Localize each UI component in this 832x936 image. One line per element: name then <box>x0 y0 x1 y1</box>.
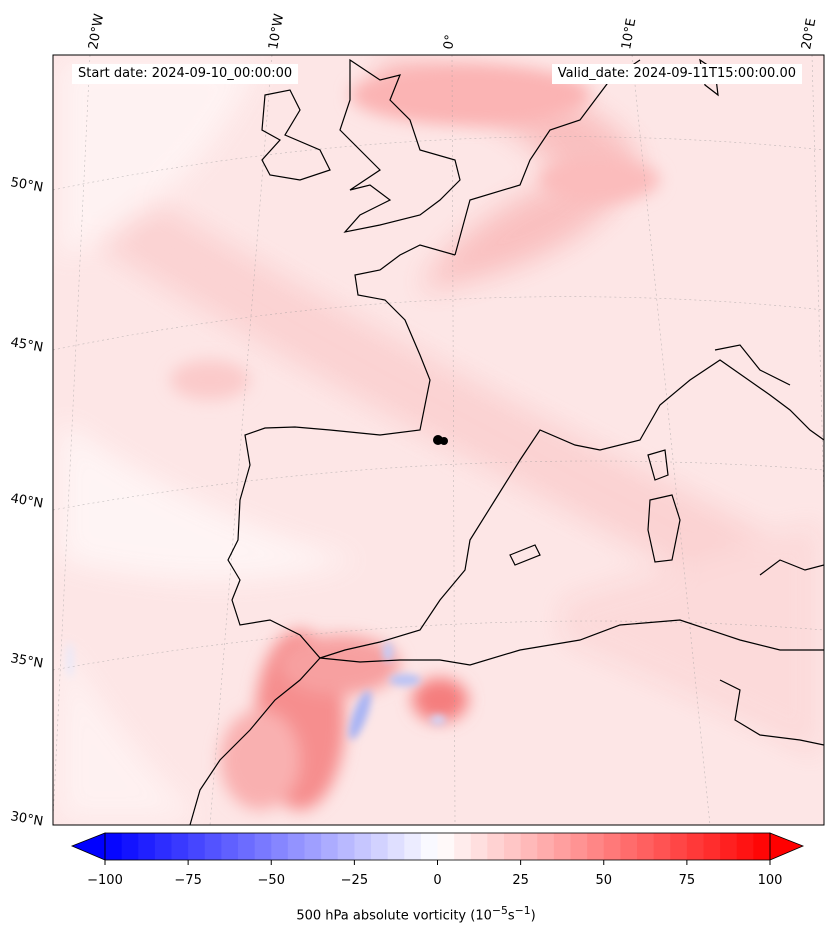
colorbar-cell <box>753 833 771 860</box>
colorbar-cell <box>105 833 123 860</box>
colorbar-cell <box>487 833 505 860</box>
colorbar-cell <box>354 833 372 860</box>
colorbar-tick-label: 50 <box>595 873 612 888</box>
colorbar-cell <box>437 833 455 860</box>
valid-date-label: Valid_date: 2024-09-11T15:00:00.00 <box>551 64 802 84</box>
colorbar-tick-label: −75 <box>174 873 201 888</box>
colorbar-cell <box>221 833 239 860</box>
colorbar-cell <box>154 833 173 860</box>
colorbar-cell <box>171 833 189 860</box>
colorbar-title: 500 hPa absolute vorticity (10−5s−1) <box>0 904 832 923</box>
colorbar-max-extend-arrow <box>769 832 805 861</box>
colorbar-unit-exp1: −5 <box>491 904 508 917</box>
colorbar-tick-label: −100 <box>87 873 123 888</box>
colorbar-cell <box>238 833 256 860</box>
colorbar-title-close: ) <box>530 908 536 924</box>
colorbar-cell <box>504 833 522 860</box>
colorbar-cell <box>720 833 738 860</box>
colorbar-cell <box>603 833 621 860</box>
colorbar-tick-label: 100 <box>758 873 783 888</box>
colorbar-tick-label: −25 <box>341 873 368 888</box>
colorbar-cell <box>387 833 405 860</box>
colorbar-cell <box>271 833 289 860</box>
lon-label-10w: 10°W <box>266 13 287 51</box>
colorbar-cell <box>736 833 754 860</box>
colorbar-cell <box>703 833 721 860</box>
colorbar-cell <box>520 833 538 860</box>
colorbar-cell <box>587 833 605 860</box>
colorbar-cell <box>670 833 688 860</box>
start-date-label: Start date: 2024-09-10_00:00:00 <box>72 64 299 84</box>
colorbar: −100 −75 −50 −25 0 25 50 75 100 <box>70 832 805 888</box>
colorbar-cell <box>470 833 488 860</box>
point-marker <box>433 435 448 445</box>
colorbar-cell <box>121 833 139 860</box>
lon-label-10e: 10°E <box>619 17 639 50</box>
colorbar-cell <box>287 833 306 860</box>
lat-label-45n: 45°N <box>9 335 44 355</box>
colorbar-tick-label: −50 <box>258 873 285 888</box>
colorbar-cell <box>537 833 555 860</box>
graticule <box>53 55 824 825</box>
colorbar-min-extend-arrow <box>70 832 106 861</box>
colorbar-cell <box>570 833 588 860</box>
longitude-labels: 20°W 10°W 0° 10°E 20°E <box>86 13 819 51</box>
colorbar-cell <box>653 833 671 860</box>
colorbar-cell <box>337 833 355 860</box>
colorbar-tick-label: 75 <box>679 873 696 888</box>
lat-label-35n: 35°N <box>9 651 44 671</box>
colorbar-cell <box>454 833 472 860</box>
colorbar-cell <box>404 833 422 860</box>
colorbar-cell <box>138 833 156 860</box>
colorbar-unit-s: s <box>507 908 515 924</box>
colorbar-cell <box>204 833 222 860</box>
lat-label-30n: 30°N <box>9 809 44 829</box>
lon-label-20e: 20°E <box>799 17 819 50</box>
colorbar-cell <box>254 833 272 860</box>
colorbar-tick-label: 25 <box>512 873 529 888</box>
colorbar-cell <box>321 833 339 860</box>
colorbar-title-text: 500 hPa absolute vorticity (10 <box>296 908 492 924</box>
lon-label-20w: 20°W <box>86 13 107 51</box>
colorbar-cell <box>553 833 572 860</box>
latitude-labels: 50°N 45°N 40°N 35°N 30°N <box>9 175 44 829</box>
colorbar-cell <box>188 833 206 860</box>
colorbar-tick-label: 0 <box>433 873 441 888</box>
colorbar-cell <box>637 833 655 860</box>
colorbar-cell <box>371 833 389 860</box>
colorbar-cell <box>304 833 322 860</box>
colorbar-cell <box>620 833 638 860</box>
lat-label-50n: 50°N <box>9 175 44 195</box>
lat-label-40n: 40°N <box>9 491 44 511</box>
colorbar-unit-exp2: −1 <box>514 904 531 917</box>
vorticity-field <box>53 55 824 825</box>
colorbar-cell <box>420 833 439 860</box>
lon-label-0: 0° <box>441 34 458 51</box>
colorbar-cell <box>686 833 705 860</box>
map-frame <box>52 54 825 826</box>
